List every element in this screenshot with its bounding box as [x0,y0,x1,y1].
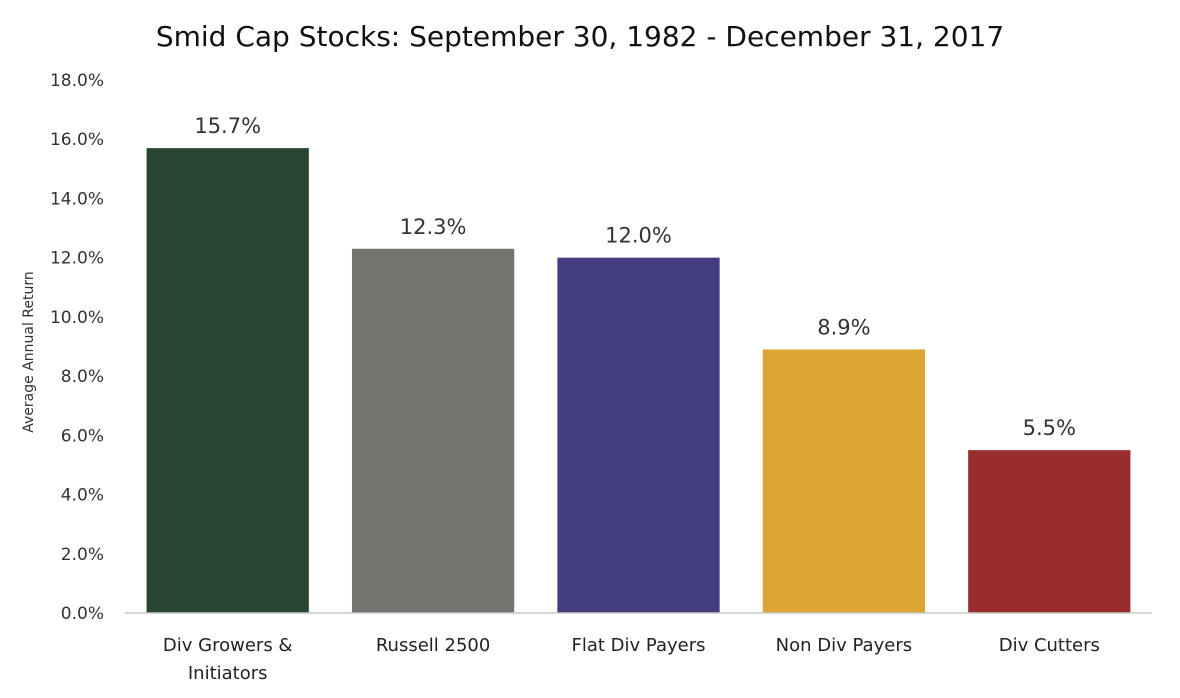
data-label: 5.5% [1023,416,1076,440]
data-label: 12.3% [400,215,467,239]
x-tick-label-line: Flat Div Payers [572,635,706,656]
data-label: 8.9% [817,315,870,339]
x-tick-label-line: Div Cutters [999,635,1100,656]
bar [146,148,309,613]
bar [557,257,720,613]
chart-title: Smid Cap Stocks: September 30, 1982 - De… [156,20,1004,53]
y-tick-label: 12.0% [50,249,104,269]
y-tick-label: 2.0% [61,545,104,565]
data-labels-group: 15.7% 12.3% 12.0% 8.9% 5.5% [194,114,1076,440]
bar [351,248,515,614]
bar [968,450,1131,613]
y-tick-label: 14.0% [50,189,104,209]
data-label: 15.7% [194,114,261,138]
x-axis-labels: Div Growers & Initiators Russell 2500 Flat … [163,635,1100,684]
y-tick-label: 18.0% [50,71,104,91]
y-tick-label: 8.0% [61,367,104,387]
y-tick-label: 10.0% [50,308,104,328]
y-axis-ticks: 0.0% 2.0% 4.0% 6.0% 8.0% 10.0% 12.0% 14.0% 16.0%… [50,71,104,624]
y-tick-label: 4.0% [61,486,104,506]
y-tick-label: 6.0% [61,426,104,446]
y-tick-label: 16.0% [50,130,104,150]
x-tick-label: Non Div Payers [776,635,912,656]
bar [762,349,926,613]
data-label: 12.0% [605,224,672,248]
x-tick-label: Div Cutters [999,635,1100,656]
x-tick-label-line: Non Div Payers [776,635,912,656]
bars-group [146,148,1131,614]
y-axis-title: Average Annual Return [21,271,37,433]
x-tick-label-line: Initiators [188,663,268,684]
x-tick-label: Russell 2500 [376,635,490,656]
x-tick-label-line: Russell 2500 [376,635,490,656]
y-tick-label: 0.0% [61,604,104,624]
x-tick-label: Flat Div Payers [572,635,706,656]
x-tick-label: Div Growers & Initiators [163,635,293,684]
x-tick-label-line: Div Growers & [163,635,293,656]
